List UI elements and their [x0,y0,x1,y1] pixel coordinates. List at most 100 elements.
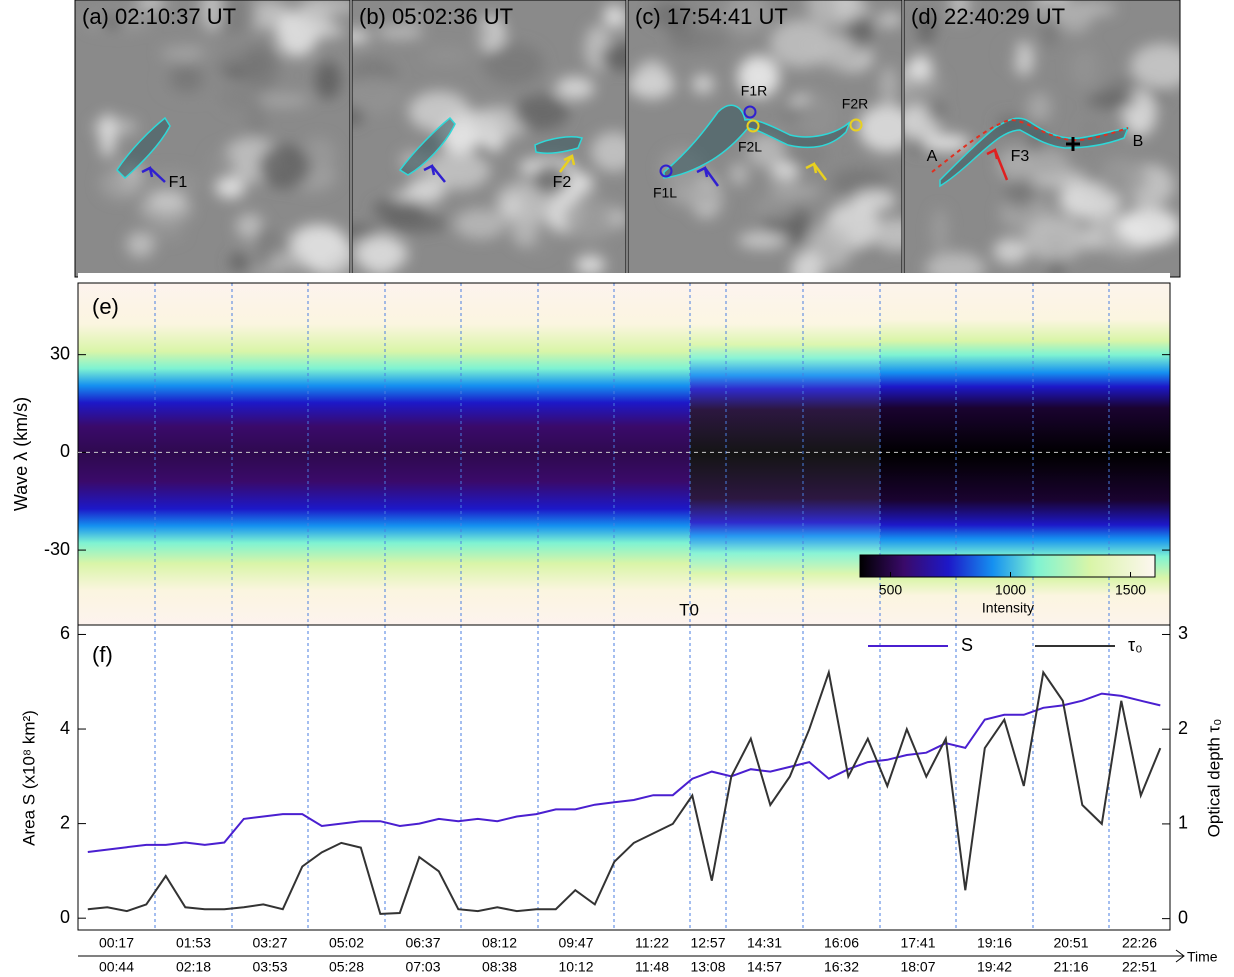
texture-blob [604,5,624,26]
x-segment-start: 01:53 [176,935,211,951]
texture-blob [372,199,426,220]
series-line [88,672,1161,914]
annotation: B [1133,133,1144,150]
y2-tick-label: 3 [1178,623,1188,643]
image-panel [75,0,375,297]
colorbar-label: Intensity [982,600,1034,616]
image-panel [628,0,922,290]
x-axis-label: Time [1187,949,1218,965]
y-tick-label: 6 [60,623,70,643]
texture-blob [258,144,310,188]
x-segment-start: 20:51 [1053,935,1088,951]
texture-blob [1097,157,1147,198]
texture-blob [1117,208,1180,247]
texture-blob [769,174,790,192]
x-segment-end: 22:51 [1122,959,1157,975]
x-segment-end: 02:18 [176,959,211,975]
y-tick-label: -30 [44,539,70,559]
panel-label: (e) [92,294,119,319]
panel-title: (d) 22:40:29 UT [911,4,1065,29]
plot-frame [78,625,1170,930]
texture-blob [563,197,615,242]
y2-tick-label: 0 [1178,907,1188,927]
texture-blob [267,253,307,272]
texture-blob [151,223,184,240]
texture-blob [513,95,569,131]
texture-blob [1087,93,1138,108]
texture-blob [257,234,293,254]
texture-blob [634,60,670,100]
x-segment-end: 21:16 [1053,959,1088,975]
annotation: F2 [553,174,572,191]
x-segment-start: 05:02 [329,935,364,951]
colorbar-tick-label: 1500 [1115,582,1146,598]
x-segment-start: 12:57 [690,935,725,951]
texture-blob [927,101,945,123]
texture-blob [877,13,902,26]
texture-blob [796,36,856,54]
spectrum-clip [78,625,1170,635]
texture-blob [149,191,186,210]
texture-blob [1130,44,1194,89]
y2-tick-label: 2 [1178,718,1188,738]
texture-blob [853,190,896,211]
texture-blob [360,234,401,276]
x-segment-end: 10:12 [558,959,593,975]
spectrum-clip [78,273,1170,283]
texture-blob [1005,180,1035,208]
texture-blob [422,47,470,64]
texture-blob [288,23,345,38]
x-segment-end: 08:38 [482,959,517,975]
texture-blob [880,66,897,104]
spectrum-post [690,283,880,625]
spectrum-late [880,277,1170,631]
texture-blob [302,229,352,276]
x-segment-end: 07:03 [405,959,440,975]
x-segment-end: 16:32 [824,959,859,975]
x-segment-end: 00:44 [99,959,134,975]
image-panel [323,0,649,277]
texture-blob [993,238,1028,263]
annotation: F1L [653,185,677,201]
panel-title: (b) 05:02:36 UT [359,4,513,29]
y2-axis-label: Optical depth τ₀ [1204,719,1223,838]
texture-blob [169,65,203,92]
texture-blob [483,43,544,85]
x-segment-start: 16:06 [824,935,859,951]
texture-blob [782,151,820,164]
annotation: F2R [842,96,868,112]
texture-blob [738,232,788,248]
annotation: F3 [1011,148,1030,165]
x-segment-start: 08:12 [482,935,517,951]
texture-blob [692,74,714,93]
x-segment-start: 19:16 [977,935,1012,951]
texture-blob [408,91,469,132]
x-segment-start: 06:37 [405,935,440,951]
x-segment-start: 00:17 [99,935,134,951]
texture-blob [246,99,266,139]
x-segment-start: 14:31 [747,935,782,951]
x-segment-start: 09:47 [558,935,593,951]
panel-title: (a) 02:10:37 UT [82,4,236,29]
x-segment-start: 11:22 [635,935,669,951]
x-segment-end: 19:42 [977,959,1012,975]
annotation: T0 [679,600,699,619]
x-segment-end: 13:08 [690,959,725,975]
texture-blob [99,113,115,158]
annotation: F1 [169,174,188,191]
spectrum-pre [78,283,690,625]
texture-blob [575,255,605,274]
x-segment-end: 14:57 [747,959,782,975]
texture-blob [931,208,948,253]
y2-tick-label: 1 [1178,813,1188,833]
annotation: F1R [741,83,767,99]
colorbar-tick-label: 500 [879,582,903,598]
texture-blob [755,195,797,221]
figure: (a) 02:10:37 UTF1(b) 05:02:36 UTF2(c) 17… [0,0,1234,977]
texture-blob [216,178,245,198]
series-line [88,694,1161,852]
annotation: F2L [738,139,762,155]
annotation: A [927,148,938,165]
x-segment-end: 05:28 [329,959,364,975]
